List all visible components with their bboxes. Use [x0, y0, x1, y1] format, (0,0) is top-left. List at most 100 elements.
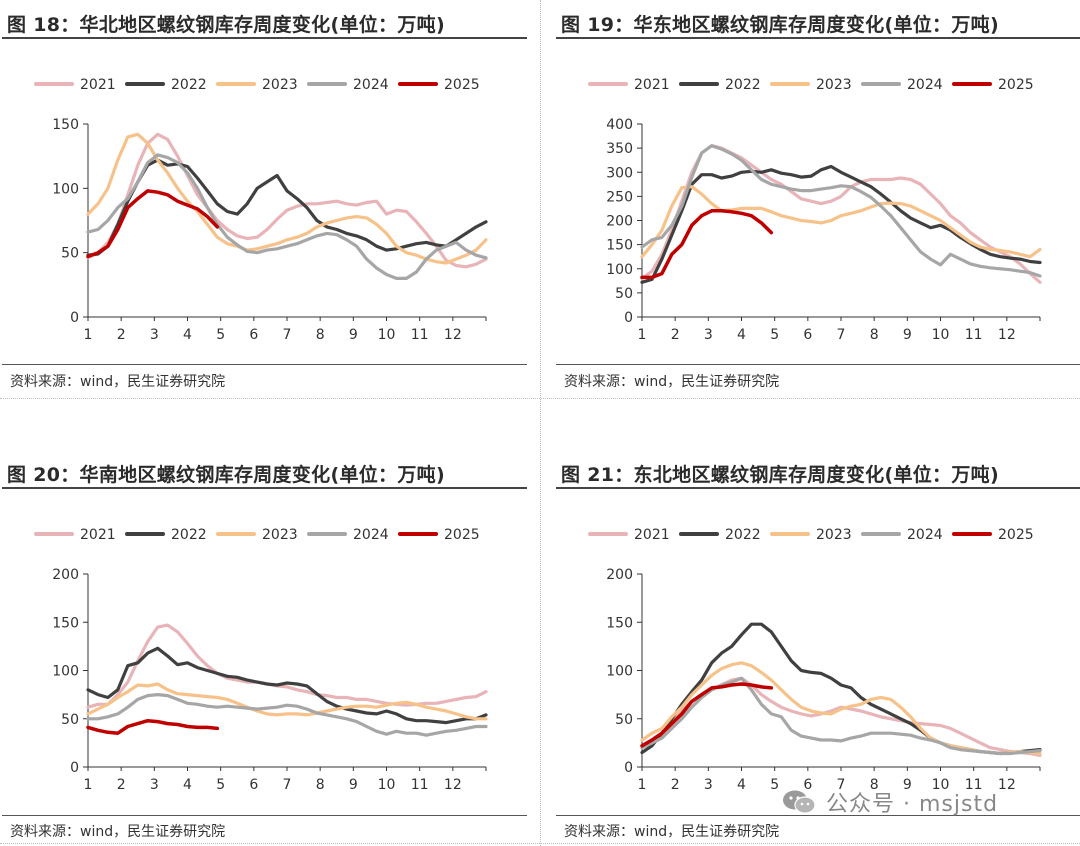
title-divider — [556, 37, 1080, 39]
series-line-2022 — [640, 164, 1042, 284]
title-divider — [2, 487, 527, 489]
x-tick-label: 2 — [671, 777, 680, 793]
series-line-2024 — [86, 153, 488, 280]
series-line-2024 — [86, 693, 488, 737]
series-line-2023 — [86, 682, 488, 721]
y-tick-label: 200 — [606, 567, 633, 583]
chart-title: 图 21：东北地区螺纹钢库存周度变化(单位：万吨) — [561, 464, 999, 486]
legend-label-2021: 2021 — [80, 77, 116, 93]
source-divider — [2, 815, 527, 816]
x-tick-label: 4 — [737, 777, 746, 793]
x-tick-label: 1 — [638, 777, 647, 793]
x-tick-label: 11 — [411, 327, 429, 343]
panel-separator — [0, 398, 1080, 399]
x-tick-label: 4 — [183, 327, 192, 343]
legend-label-2024: 2024 — [907, 527, 943, 543]
x-tick-label: 3 — [150, 777, 159, 793]
y-tick-label: 0 — [624, 310, 633, 326]
legend-label-2025: 2025 — [444, 527, 480, 543]
x-tick-label: 1 — [638, 327, 647, 343]
y-tick-label: 50 — [615, 712, 633, 728]
y-tick-label: 50 — [61, 712, 79, 728]
series-line-2021 — [86, 132, 488, 269]
y-tick-label: 150 — [52, 117, 79, 133]
panel-separator — [540, 0, 541, 846]
title-divider — [556, 487, 1080, 489]
chart-title: 图 20：华南地区螺纹钢库存周度变化(单位：万吨) — [7, 464, 445, 486]
source-note: 资料来源：wind，民生证券研究院 — [10, 824, 226, 840]
legend-label-2025: 2025 — [444, 77, 480, 93]
x-tick-label: 1 — [84, 327, 93, 343]
source-divider — [556, 364, 1080, 365]
x-tick-label: 10 — [378, 777, 396, 793]
legend-label-2024: 2024 — [353, 77, 389, 93]
x-tick-label: 9 — [349, 777, 358, 793]
chart-legend: 2021 2022 2023 2024 2025 — [588, 77, 1034, 93]
x-tick-label: 12 — [444, 327, 462, 343]
x-tick-label: 10 — [932, 327, 950, 343]
chart-panel-east-china: 图 19：华东地区螺纹钢库存周度变化(单位：万吨) 2021 2022 2023 20… — [556, 10, 1080, 390]
legend-label-2022: 2022 — [725, 77, 761, 93]
series-line-2024 — [640, 144, 1042, 278]
x-tick-label: 6 — [249, 777, 258, 793]
x-tick-label: 8 — [870, 777, 879, 793]
chart-panel-north-china: 图 18：华北地区螺纹钢库存周度变化(单位：万吨) 2021 2022 2023 20… — [2, 10, 529, 390]
x-tick-label: 4 — [737, 327, 746, 343]
title-divider — [2, 37, 527, 39]
y-tick-label: 0 — [70, 760, 79, 776]
x-tick-label: 9 — [903, 777, 912, 793]
x-tick-label: 6 — [803, 777, 812, 793]
chart-title: 图 19：华东地区螺纹钢库存周度变化(单位：万吨) — [561, 14, 999, 36]
x-tick-label: 2 — [117, 327, 126, 343]
x-tick-label: 10 — [378, 327, 396, 343]
chart-panel-northeast-china: 图 21：东北地区螺纹钢库存周度变化(单位：万吨) 2021 2022 2023 20… — [556, 460, 1080, 840]
x-tick-label: 11 — [965, 327, 983, 343]
y-tick-label: 100 — [606, 664, 633, 680]
series-line-2025 — [86, 189, 220, 259]
y-tick-label: 50 — [61, 246, 79, 262]
x-tick-label: 12 — [998, 327, 1016, 343]
x-tick-label: 5 — [770, 327, 779, 343]
x-tick-label: 9 — [903, 327, 912, 343]
series-line-2023 — [86, 132, 488, 265]
source-divider — [2, 364, 527, 365]
legend-label-2024: 2024 — [353, 527, 389, 543]
x-tick-label: 7 — [837, 777, 846, 793]
x-tick-label: 1 — [84, 777, 93, 793]
watermark: 公众号 · msjstd — [826, 792, 999, 817]
x-tick-label: 3 — [150, 327, 159, 343]
x-tick-label: 11 — [965, 777, 983, 793]
legend-label-2022: 2022 — [171, 77, 207, 93]
y-tick-label: 300 — [606, 165, 633, 181]
x-tick-label: 12 — [998, 777, 1016, 793]
series-line-2025 — [640, 209, 774, 280]
wechat-icon — [783, 790, 816, 814]
x-tick-label: 9 — [349, 327, 358, 343]
series-line-2022 — [640, 622, 1042, 756]
source-divider — [556, 815, 1080, 816]
chart-panel-south-china: 图 20：华南地区螺纹钢库存周度变化(单位：万吨) 2021 2022 2023 20… — [2, 460, 529, 840]
x-tick-label: 7 — [283, 327, 292, 343]
x-tick-label: 7 — [283, 777, 292, 793]
x-tick-label: 7 — [837, 327, 846, 343]
y-tick-label: 150 — [52, 615, 79, 631]
legend-label-2022: 2022 — [725, 527, 761, 543]
source-note: 资料来源：wind，民生证券研究院 — [564, 824, 780, 840]
y-tick-label: 250 — [606, 189, 633, 205]
x-tick-label: 12 — [444, 777, 462, 793]
y-tick-label: 150 — [606, 615, 633, 631]
x-tick-label: 6 — [803, 327, 812, 343]
legend-label-2025: 2025 — [998, 77, 1034, 93]
chart-title: 图 18：华北地区螺纹钢库存周度变化(单位：万吨) — [7, 14, 445, 36]
chart-legend: 2021 2022 2023 2024 2025 — [34, 527, 480, 543]
y-tick-label: 400 — [606, 117, 633, 133]
legend-label-2023: 2023 — [262, 77, 298, 93]
series-line-2024 — [640, 676, 1042, 756]
source-note: 资料来源：wind，民生证券研究院 — [10, 374, 226, 390]
panel-separator — [0, 843, 1080, 844]
source-note: 资料来源：wind，民生证券研究院 — [564, 374, 780, 390]
y-tick-label: 100 — [606, 262, 633, 278]
